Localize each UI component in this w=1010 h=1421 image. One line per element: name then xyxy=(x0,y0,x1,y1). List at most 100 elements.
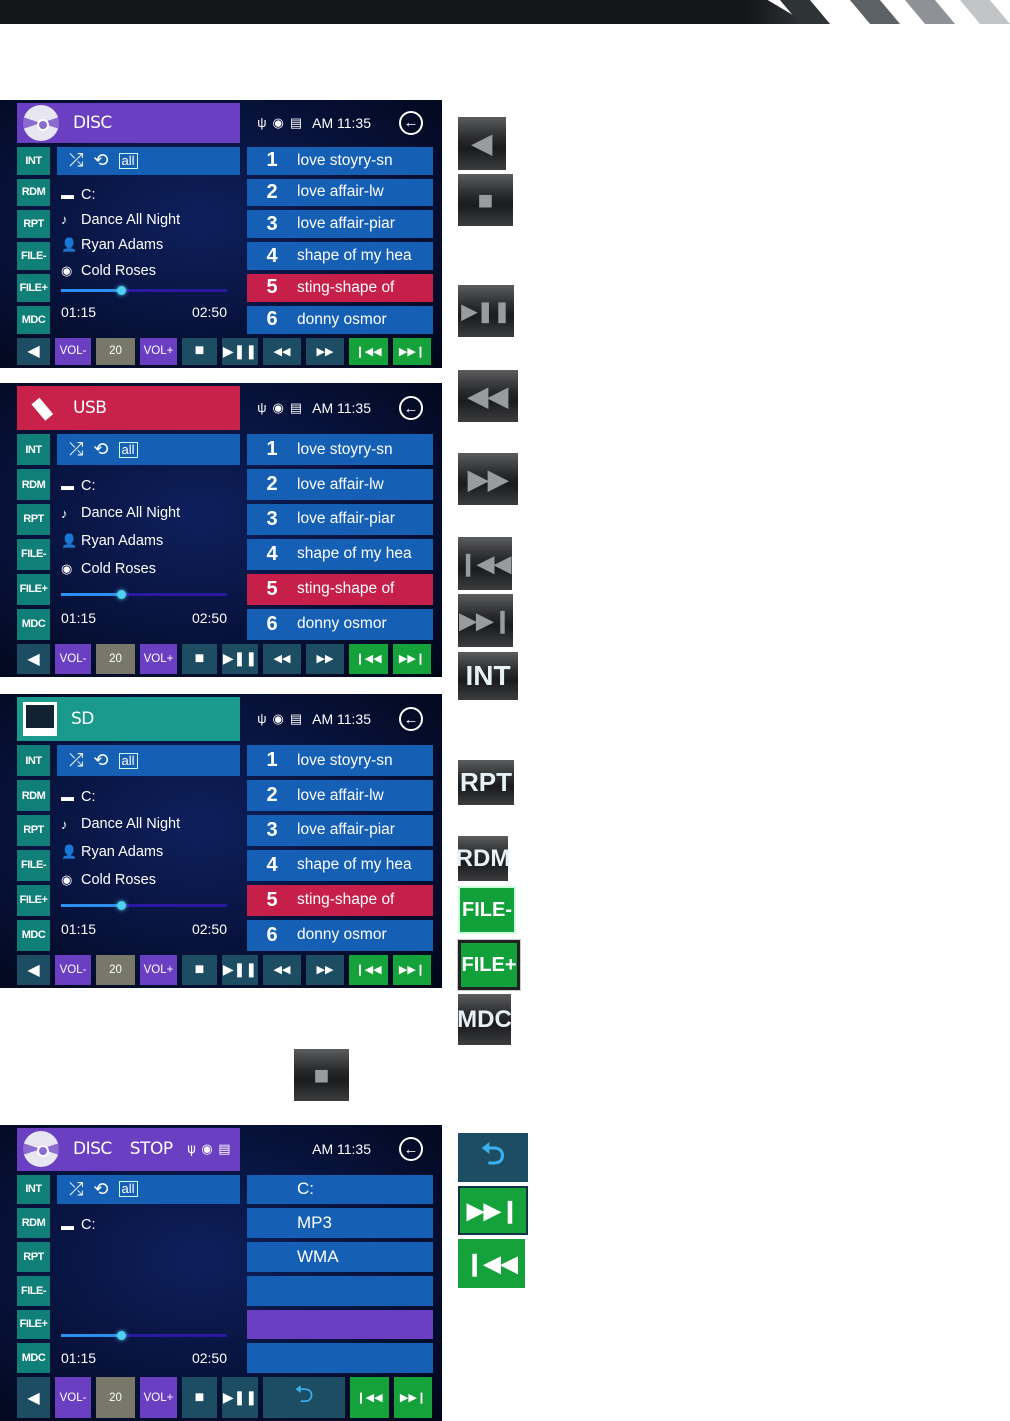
stop-button[interactable]: ■ xyxy=(182,954,217,985)
volume-level[interactable]: 20 xyxy=(96,954,135,985)
track-list-item[interactable]: 3 love affair-piar xyxy=(247,210,433,239)
side-button-rdm[interactable]: RDM xyxy=(17,1208,50,1238)
track-list-item[interactable]: 3 love affair-piar xyxy=(247,503,433,535)
fast-forward-button[interactable]: ▶▶ xyxy=(306,337,344,365)
next-track-button[interactable]: ▶▶❙ xyxy=(393,337,431,365)
previous-track-button[interactable]: ❙◀◀ xyxy=(350,1377,389,1418)
repeat-icon[interactable]: ⟲ xyxy=(93,1178,109,1199)
shuffle-icon[interactable]: ⤮ xyxy=(69,750,84,771)
next-track-button[interactable]: ▶▶❙ xyxy=(394,1377,432,1418)
play-pause-button[interactable]: ▶❚❚ xyxy=(222,954,258,985)
side-button-file-minus[interactable]: FILE- xyxy=(17,849,50,881)
track-list-item[interactable]: 3 love affair-piar xyxy=(247,814,433,846)
volume-level[interactable]: 20 xyxy=(96,337,135,365)
track-list-item[interactable]: 1 love stoyry-sn xyxy=(247,434,433,466)
track-list-item[interactable] xyxy=(247,1309,433,1340)
track-list-item[interactable]: 4 shape of my hea xyxy=(247,849,433,881)
vol-up-button[interactable]: VOL+ xyxy=(140,643,177,674)
side-button-file-plus[interactable]: FILE+ xyxy=(17,573,50,605)
side-button-rdm[interactable]: RDM xyxy=(17,780,50,811)
track-list-item[interactable]: WMA xyxy=(247,1242,433,1272)
rewind-button[interactable]: ◀◀ xyxy=(263,643,301,674)
side-button-int[interactable]: INT xyxy=(17,434,50,466)
side-button-mdc[interactable]: MDC xyxy=(17,919,50,951)
track-list-item[interactable]: 5 sting-shape of xyxy=(247,884,433,916)
side-button-rpt[interactable]: RPT xyxy=(17,503,50,535)
next-track-button[interactable]: ▶▶❙ xyxy=(393,643,431,674)
stop-button[interactable]: ■ xyxy=(182,1377,217,1418)
fast-forward-button[interactable]: ▶▶ xyxy=(306,954,344,985)
back-button[interactable]: ⮌ xyxy=(263,1377,345,1418)
play-pause-button[interactable]: ▶❚❚ xyxy=(222,337,258,365)
track-list-item[interactable]: 2 love affair-lw xyxy=(247,469,433,500)
vol-up-button[interactable]: VOL+ xyxy=(140,337,177,365)
progress-slider[interactable] xyxy=(61,285,227,295)
vol-up-button[interactable]: VOL+ xyxy=(140,954,177,985)
previous-track-button[interactable]: ❙◀◀ xyxy=(349,954,388,985)
shuffle-icon[interactable]: ⤮ xyxy=(69,150,84,171)
shuffle-icon[interactable]: ⤮ xyxy=(69,1178,84,1199)
track-list-item[interactable]: 6 donny osmor xyxy=(247,608,433,640)
track-list-item[interactable]: 6 donny osmor xyxy=(247,919,433,951)
track-list-item[interactable]: 1 love stoyry-sn xyxy=(247,146,433,175)
back-button[interactable]: ← xyxy=(399,707,423,732)
repeat-icon[interactable]: ⟲ xyxy=(93,150,109,171)
side-button-mdc[interactable]: MDC xyxy=(17,608,50,640)
side-button-rpt[interactable]: RPT xyxy=(17,210,50,239)
mute-button[interactable]: ◀ xyxy=(17,1377,50,1418)
previous-track-button[interactable]: ❙◀◀ xyxy=(349,337,388,365)
side-button-rdm[interactable]: RDM xyxy=(17,178,50,207)
track-list-item[interactable]: 5 sting-shape of xyxy=(247,573,433,605)
side-button-int[interactable]: INT xyxy=(17,745,50,777)
side-button-rpt[interactable]: RPT xyxy=(17,814,50,846)
repeat-icon[interactable]: ⟲ xyxy=(93,439,109,460)
progress-knob[interactable] xyxy=(116,1330,126,1340)
volume-level[interactable]: 20 xyxy=(96,1377,135,1418)
back-button[interactable]: ← xyxy=(399,110,423,135)
mute-button[interactable]: ◀ xyxy=(17,954,50,985)
vol-down-button[interactable]: VOL- xyxy=(55,337,91,365)
track-list-item[interactable] xyxy=(247,1343,433,1373)
fast-forward-button[interactable]: ▶▶ xyxy=(306,643,344,674)
progress-knob[interactable] xyxy=(116,901,126,911)
progress-slider[interactable] xyxy=(61,590,227,600)
side-button-file-minus[interactable]: FILE- xyxy=(17,1275,50,1306)
progress-slider[interactable] xyxy=(61,901,227,911)
side-button-mdc[interactable]: MDC xyxy=(17,1343,50,1373)
vol-up-button[interactable]: VOL+ xyxy=(140,1377,177,1418)
track-list-item[interactable]: 2 love affair-lw xyxy=(247,780,433,811)
side-button-rdm[interactable]: RDM xyxy=(17,469,50,500)
shuffle-icon[interactable]: ⤮ xyxy=(69,439,84,460)
progress-knob[interactable] xyxy=(116,590,126,600)
rewind-button[interactable]: ◀◀ xyxy=(263,337,301,365)
track-list-item[interactable]: 4 shape of my hea xyxy=(247,242,433,271)
track-list-item[interactable] xyxy=(247,1275,433,1306)
play-pause-button[interactable]: ▶❚❚ xyxy=(222,1377,258,1418)
stop-button[interactable]: ■ xyxy=(182,337,217,365)
repeat-icon[interactable]: ⟲ xyxy=(93,750,109,771)
mute-button[interactable]: ◀ xyxy=(17,337,50,365)
previous-track-button[interactable]: ❙◀◀ xyxy=(349,643,388,674)
side-button-int[interactable]: INT xyxy=(17,1174,50,1205)
side-button-mdc[interactable]: MDC xyxy=(17,305,50,334)
side-button-file-plus[interactable]: FILE+ xyxy=(17,1309,50,1340)
back-button[interactable]: ← xyxy=(399,1137,423,1162)
progress-slider[interactable] xyxy=(61,1330,227,1340)
mute-button[interactable]: ◀ xyxy=(17,643,50,674)
side-button-rpt[interactable]: RPT xyxy=(17,1242,50,1272)
side-button-file-plus[interactable]: FILE+ xyxy=(17,884,50,916)
track-list-item[interactable]: 2 love affair-lw xyxy=(247,178,433,207)
track-list-item[interactable]: 1 love stoyry-sn xyxy=(247,745,433,777)
side-button-file-minus[interactable]: FILE- xyxy=(17,242,50,271)
track-list-item[interactable]: C: xyxy=(247,1174,433,1205)
next-track-button[interactable]: ▶▶❙ xyxy=(393,954,431,985)
track-list-item[interactable]: 5 sting-shape of xyxy=(247,274,433,302)
side-button-file-minus[interactable]: FILE- xyxy=(17,538,50,570)
rewind-button[interactable]: ◀◀ xyxy=(263,954,301,985)
vol-down-button[interactable]: VOL- xyxy=(55,1377,91,1418)
stop-button[interactable]: ■ xyxy=(182,643,217,674)
volume-level[interactable]: 20 xyxy=(96,643,135,674)
track-list-item[interactable]: MP3 xyxy=(247,1208,433,1238)
track-list-item[interactable]: 4 shape of my hea xyxy=(247,538,433,570)
side-button-int[interactable]: INT xyxy=(17,146,50,175)
